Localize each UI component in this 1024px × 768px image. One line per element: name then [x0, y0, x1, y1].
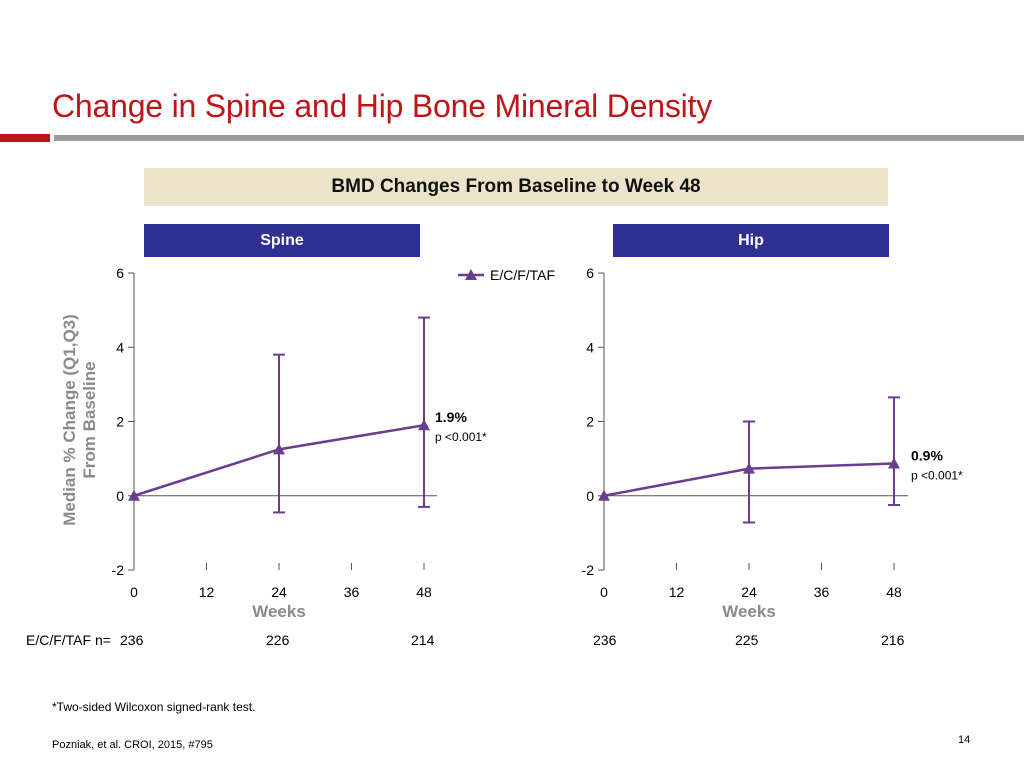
spine-x-axis-label: Weeks	[252, 602, 306, 621]
page-number: 14	[958, 734, 971, 746]
hip-x-tick-label: 36	[814, 584, 830, 600]
hip-point-wk0	[598, 489, 610, 501]
hip-annotation-value: 0.9%	[911, 447, 943, 463]
n-count-hip-wk0: 236	[593, 632, 617, 648]
chart-subtitle: BMD Changes From Baseline to Week 48	[144, 168, 888, 206]
spine-x-tick-label: 12	[199, 584, 215, 600]
spine-x-tick-label: 0	[130, 584, 138, 600]
hip-y-tick-label: -2	[582, 562, 595, 578]
spine-point-wk24	[273, 443, 285, 455]
n-count-hip-wk24: 225	[735, 632, 759, 648]
hip-y-tick-label: 0	[586, 488, 594, 504]
panel-header-hip: Hip	[613, 224, 889, 257]
spine-x-tick-label: 48	[416, 584, 432, 600]
spine-y-tick-label: -2	[112, 562, 125, 578]
hip-y-tick-label: 6	[586, 265, 594, 281]
n-count-hip-wk48: 216	[881, 632, 905, 648]
hip-point-wk48	[888, 457, 900, 469]
legend-label: E/C/F/TAF	[490, 267, 555, 283]
hip-x-tick-label: 0	[600, 584, 608, 600]
hip-x-tick-label: 24	[741, 584, 757, 600]
hip-y-tick-label: 4	[586, 339, 594, 355]
slide-title: Change in Spine and Hip Bone Mineral Den…	[52, 88, 713, 124]
hip-annotation-p: p <0.001*	[911, 468, 963, 482]
spine-x-tick-label: 24	[271, 584, 287, 600]
hip-y-tick-label: 2	[586, 414, 594, 430]
spine-y-tick-label: 2	[116, 414, 124, 430]
footnote: *Two-sided Wilcoxon signed-rank test.	[52, 700, 256, 714]
spine-y-tick-label: 4	[116, 339, 124, 355]
spine-point-wk0	[128, 489, 140, 501]
spine-annotation-p: p <0.001*	[435, 430, 487, 444]
n-row-label: E/C/F/TAF n=	[26, 632, 111, 648]
panel-header-spine: Spine	[144, 224, 420, 257]
hip-x-axis-label: Weeks	[722, 602, 776, 621]
spine-y-tick-label: 6	[116, 265, 124, 281]
spine-y-tick-label: 0	[116, 488, 124, 504]
spine-annotation-value: 1.9%	[435, 409, 467, 425]
citation: Pozniak, et al. CROI, 2015, #795	[52, 739, 213, 751]
hip-x-tick-label: 48	[886, 584, 902, 600]
n-count-spine-wk48: 214	[411, 632, 435, 648]
title-rule	[54, 135, 1024, 141]
hip-x-tick-label: 12	[669, 584, 685, 600]
title-rule-accent	[0, 134, 50, 142]
legend-marker	[465, 269, 477, 280]
spine-point-wk48	[418, 419, 430, 431]
spine-x-tick-label: 36	[344, 584, 360, 600]
n-count-spine-wk0: 236	[120, 632, 144, 648]
n-count-spine-wk24: 226	[266, 632, 290, 648]
hip-point-wk24	[743, 462, 755, 474]
